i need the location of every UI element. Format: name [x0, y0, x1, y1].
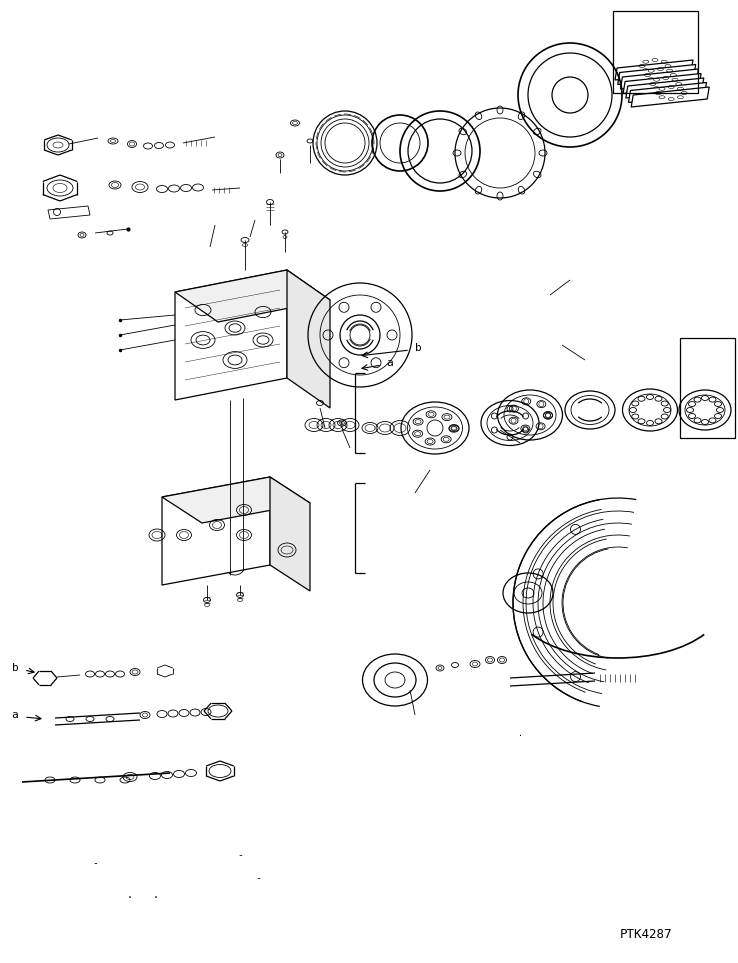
Polygon shape [629, 83, 706, 102]
Polygon shape [175, 270, 330, 322]
Polygon shape [631, 87, 709, 107]
Text: b: b [415, 343, 421, 353]
Text: b: b [12, 663, 18, 673]
Text: a: a [12, 710, 18, 720]
Polygon shape [48, 206, 90, 219]
Polygon shape [618, 65, 696, 85]
Polygon shape [287, 270, 330, 408]
Text: .: . [127, 890, 133, 900]
Polygon shape [615, 60, 693, 80]
Text: .: . [517, 728, 523, 738]
Text: -: - [255, 873, 261, 883]
Polygon shape [270, 477, 310, 591]
Bar [613, 11, 698, 93]
Text: -: - [92, 858, 98, 868]
Polygon shape [162, 477, 270, 585]
Text: a: a [387, 358, 393, 368]
Polygon shape [162, 477, 310, 523]
Bar [680, 338, 735, 438]
Text: PTK4287: PTK4287 [619, 928, 672, 941]
Text: .: . [153, 890, 159, 900]
Polygon shape [626, 78, 704, 98]
Text: -: - [237, 850, 243, 860]
Polygon shape [623, 73, 701, 93]
Polygon shape [621, 69, 698, 89]
Polygon shape [175, 270, 287, 400]
